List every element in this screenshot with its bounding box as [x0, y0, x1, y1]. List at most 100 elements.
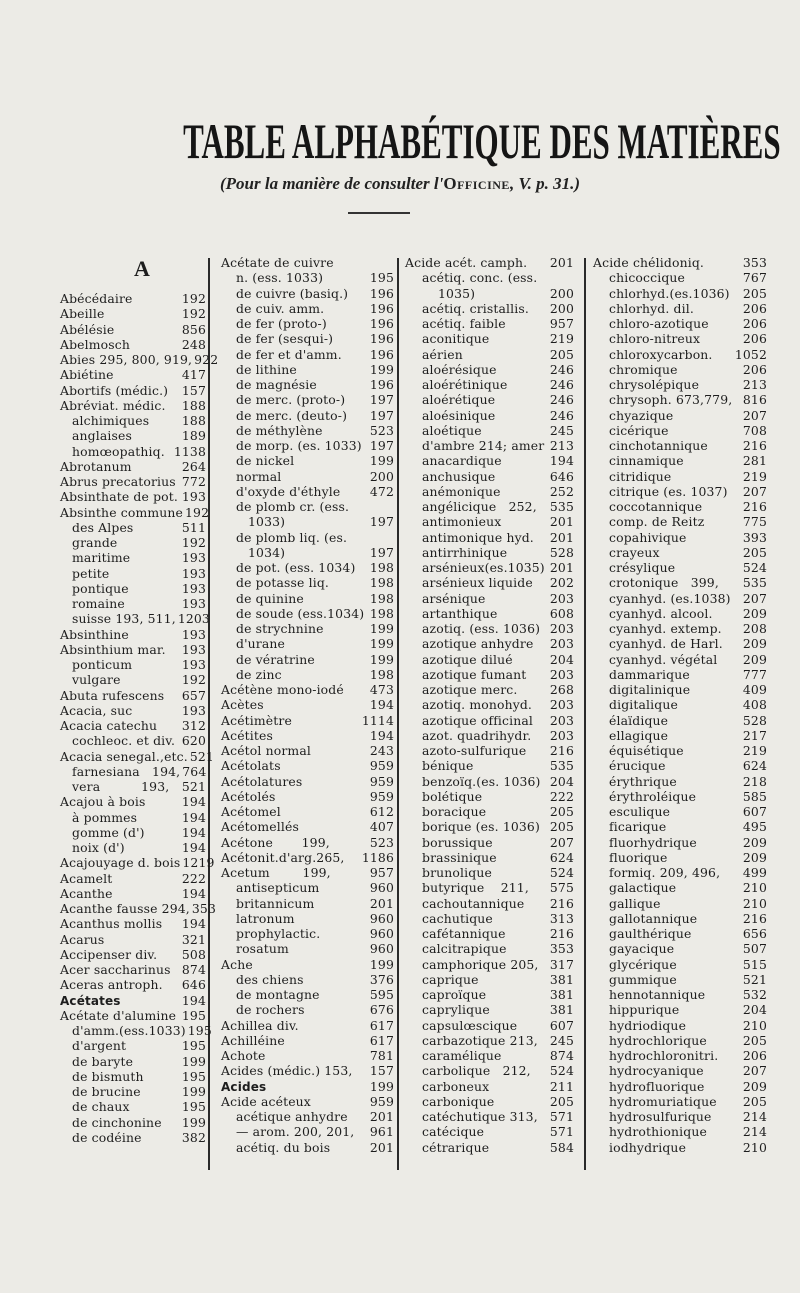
entry-term: de soude (ess.1034)	[236, 605, 365, 621]
entry-term: gallique	[609, 895, 661, 911]
entry-page-number: 959	[369, 788, 394, 804]
entry-page-number: 203	[549, 666, 574, 682]
index-entry: Achillea div. 617	[221, 1018, 394, 1033]
entry-page-number: 201	[369, 1109, 394, 1124]
entry-term: catécique	[422, 1124, 485, 1140]
entry-page-number: 195	[187, 1023, 212, 1038]
index-entry: arsénieux(es.1035) 201	[405, 560, 574, 575]
entry-page-number: 203	[549, 621, 574, 636]
entry-term: Acétites	[221, 727, 274, 743]
entry-page-number: 408	[742, 697, 767, 713]
entry-term: hydrocyanique	[609, 1063, 704, 1079]
index-entry: Acétène mono-iodé 473	[221, 682, 394, 697]
index-entry: Ache 199	[221, 957, 394, 972]
entry-page-number: 218	[742, 773, 767, 789]
entry-term: antirrhinique	[422, 544, 508, 560]
index-entry: Achilléine 617	[221, 1033, 394, 1048]
entry-term: Acamelt	[60, 870, 113, 886]
entry-term: antimonieux	[422, 514, 502, 530]
entry-term: arsénieux liquide	[422, 575, 533, 591]
entry-term: calcitrapique	[422, 941, 507, 957]
index-entry: hydrochlorique 205	[593, 1033, 767, 1048]
index-entry: Abécédaire 192	[60, 291, 206, 306]
entry-term: de méthylène	[236, 422, 323, 438]
entry-term: digitalinique	[609, 682, 691, 697]
index-entry: formiq. 209, 496, 499	[593, 865, 767, 880]
index-entry: de montagne 595	[221, 987, 394, 1002]
entry-page-number: 353	[191, 901, 216, 916]
index-entry: cyanhyd. extemp. 208	[593, 621, 767, 636]
entry-page-number: 246	[549, 392, 574, 408]
entry-term: Absinthium mar.	[60, 641, 166, 657]
entry-page-number: 202	[549, 575, 574, 591]
entry-term: hydrochloronitri.	[609, 1048, 719, 1063]
entry-term: aloérétique	[422, 392, 496, 408]
index-entry: fluorhydrique 209	[593, 835, 767, 850]
index-entry: d'argent 195	[60, 1038, 206, 1053]
entry-term: de plomb cr. (ess.	[236, 499, 350, 514]
index-entry: antirrhinique 528	[405, 545, 574, 560]
entry-term: Abeille	[60, 306, 105, 322]
entry-page-number: 764	[182, 763, 207, 779]
entry-term: de chaux	[72, 1099, 130, 1115]
entry-term: Acétomel	[221, 804, 281, 819]
entry-term: vera 193,	[72, 779, 170, 794]
entry-term: de lithine	[236, 361, 297, 377]
entry-term: de strychnine	[236, 621, 324, 636]
entry-term: citridique	[609, 468, 672, 484]
entry-term: chyazique	[609, 407, 674, 423]
index-entry: Abies 295, 800, 919, 922	[60, 352, 218, 367]
index-entry: crésylique 524	[593, 560, 767, 575]
entry-page-number: 210	[742, 1139, 767, 1155]
entry-term: hydromuriatique	[609, 1093, 717, 1109]
index-entry: Acétolatures 959	[221, 774, 394, 789]
index-entry: Absinthe commune 192	[60, 505, 209, 520]
index-entry: Acide chélidoniq. 353	[593, 255, 767, 270]
index-entry: Acétone 199, 523	[221, 835, 394, 850]
entry-term: Acétate de cuivre	[221, 255, 334, 270]
index-entry: acétiq. conc. (ess.	[405, 270, 574, 285]
entry-term: angélicique 252,	[422, 499, 537, 514]
entry-page-number: 775	[742, 514, 767, 530]
entry-term: Acides (médic.) 153,	[221, 1063, 353, 1079]
entry-term: 1035)	[438, 285, 476, 301]
index-entry: de potasse liq. 198	[221, 575, 394, 590]
entry-term: chromique	[609, 361, 678, 377]
index-entry: Abréviat. médic. 188	[60, 398, 206, 413]
entry-term: latronum	[236, 910, 295, 926]
entry-page-number: 201	[549, 255, 574, 270]
index-entry: hydriodique 210	[593, 1018, 767, 1033]
index-entry: Acétimètre 1114	[221, 713, 394, 728]
index-entry: caprylique 381	[405, 1002, 574, 1017]
entry-term: homœopathiq.	[72, 443, 165, 459]
entry-term: Acide acét. camph.	[405, 255, 528, 270]
entry-page-number: 472	[369, 483, 394, 499]
entry-term: Acanthus mollis	[60, 916, 163, 932]
index-entry: de baryte 199	[60, 1054, 206, 1069]
index-entry: chyazique 207	[593, 408, 767, 423]
entry-page-number: 199	[369, 453, 394, 469]
entry-term: ponticum	[72, 657, 133, 672]
entry-term: Abies 295, 800, 919,	[60, 352, 193, 367]
index-entry: Acétomel 612	[221, 804, 394, 819]
entry-term: azotiq. monohyd.	[422, 697, 533, 713]
index-entry: de cuiv. amm. 196	[221, 301, 394, 316]
entry-term: acétiq. cristallis.	[422, 300, 529, 316]
entry-page-number: 205	[549, 804, 574, 819]
entry-term: de cuiv. amm.	[236, 300, 325, 316]
entry-page-number: 243	[369, 743, 394, 758]
entry-page-number: 523	[369, 422, 394, 438]
entry-page-number: 535	[549, 499, 574, 514]
index-entry: anglaises 189	[60, 428, 206, 443]
entry-page-number: 409	[742, 682, 767, 697]
entry-page-number: 188	[181, 397, 206, 413]
entry-term: ficarique	[609, 819, 667, 835]
entry-term: cachutique	[422, 910, 493, 926]
entry-term: Acétène mono-iodé	[221, 682, 344, 697]
page-title: TABLE ALPHABÉTIQUE DES MATIÈRES	[183, 113, 781, 169]
entry-page-number: 960	[369, 941, 394, 957]
entry-term: bolétique	[422, 788, 483, 804]
entry-term: cochleoc. et div.	[72, 733, 176, 749]
index-entry: digitalique 408	[593, 697, 767, 712]
index-entry: azotique fumant 203	[405, 667, 574, 682]
